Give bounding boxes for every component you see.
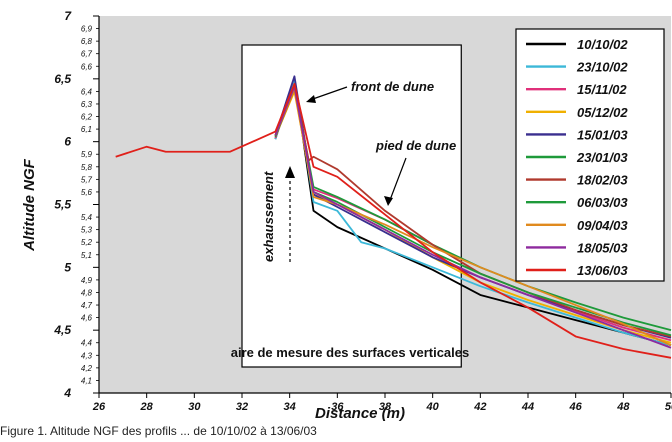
y-minor-tick-label: 5,3 bbox=[81, 226, 93, 235]
x-tick-label: 44 bbox=[521, 401, 534, 413]
box-label: aire de mesure des surfaces verticales bbox=[231, 345, 469, 360]
legend-label: 23/01/03 bbox=[576, 150, 628, 165]
exhaussement-label: exhaussement bbox=[261, 171, 276, 262]
front-arrow bbox=[309, 86, 348, 101]
y-tick-label: 7 bbox=[64, 9, 72, 23]
legend-label: 15/01/03 bbox=[577, 127, 628, 142]
y-minor-tick-label: 5,9 bbox=[81, 150, 93, 159]
y-tick-label: 4 bbox=[63, 386, 71, 400]
x-tick-label: 48 bbox=[616, 401, 630, 413]
x-tick-label: 42 bbox=[473, 401, 486, 413]
y-minor-tick-label: 6,9 bbox=[81, 25, 93, 34]
y-minor-tick-label: 5,8 bbox=[81, 163, 93, 172]
y-minor-tick-label: 6,4 bbox=[81, 87, 93, 96]
front-arrowhead bbox=[306, 95, 316, 103]
x-tick-label: 40 bbox=[426, 401, 440, 413]
y-minor-tick-label: 4,6 bbox=[81, 314, 93, 323]
series-line-18-05-03 bbox=[274, 85, 672, 349]
y-tick-label: 6 bbox=[64, 135, 71, 149]
series-line-13-06-03 bbox=[115, 82, 672, 359]
pied-label: pied de dune bbox=[375, 138, 456, 153]
pied-arrow bbox=[389, 157, 407, 201]
y-axis-title: Altitude NGF bbox=[21, 158, 38, 251]
y-minor-tick-label: 6,2 bbox=[81, 113, 93, 122]
x-axis-title: Distance (m) bbox=[315, 405, 405, 422]
y-tick-labels: 4 4,5 5 5,5 6 6,5 7 4,1 4,2 4,3 4,4 4,6 4,7 4,8 4,9 5,1… bbox=[53, 9, 99, 400]
legend-label: 18/05/03 bbox=[577, 240, 628, 255]
y-minor-tick-label: 5,2 bbox=[81, 238, 93, 247]
legend-label: 15/11/02 bbox=[577, 82, 627, 97]
y-minor-tick-label: 4,7 bbox=[81, 301, 93, 310]
y-minor-tick-label: 5,6 bbox=[81, 188, 93, 197]
legend-label: 13/06/03 bbox=[577, 263, 628, 278]
x-tick-label: 50 bbox=[665, 401, 672, 413]
y-minor-tick-label: 6,3 bbox=[81, 100, 93, 109]
measurement-area-box bbox=[241, 44, 462, 368]
legend-items: 10/10/02 23/10/02 15/11/02 05/12/02 15/01/03… bbox=[526, 37, 628, 278]
y-minor-tick-label: 4,4 bbox=[81, 339, 93, 348]
x-tick-label: 36 bbox=[331, 401, 344, 413]
x-tick-label: 30 bbox=[188, 401, 201, 413]
y-minor-tick-label: 4,1 bbox=[81, 376, 92, 385]
legend-label: 18/02/03 bbox=[577, 173, 628, 188]
x-tick-label: 26 bbox=[92, 401, 106, 413]
legend-label: 06/03/03 bbox=[577, 195, 628, 210]
exhaussement-arrowhead bbox=[285, 166, 295, 178]
y-minor-tick-label: 6,8 bbox=[81, 37, 93, 46]
x-tick-label: 34 bbox=[284, 401, 296, 413]
y-minor-tick-label: 4,2 bbox=[81, 364, 93, 373]
front-label: front de dune bbox=[351, 79, 434, 94]
legend-label: 23/10/02 bbox=[576, 60, 628, 75]
y-minor-tick-label: 6,6 bbox=[81, 62, 93, 71]
x-tick-label: 28 bbox=[140, 401, 154, 413]
y-minor-tick-label: 5,4 bbox=[81, 213, 93, 222]
y-minor-tick-label: 6,1 bbox=[81, 125, 92, 134]
y-tick-label: 6,5 bbox=[54, 72, 71, 86]
series-layer bbox=[115, 75, 672, 359]
legend-label: 09/04/03 bbox=[577, 218, 628, 233]
y-tick-label: 4,5 bbox=[53, 323, 71, 337]
x-tick-label: 46 bbox=[569, 401, 583, 413]
y-minor-tick-label: 5,7 bbox=[81, 175, 93, 184]
x-tick-labels: 26 28 30 32 34 36 38 40 42 44 46 48 50 bbox=[92, 393, 672, 413]
y-minor-tick-label: 4,8 bbox=[81, 288, 93, 297]
y-minor-tick-label: 5,1 bbox=[81, 251, 92, 260]
y-minor-tick-label: 4,3 bbox=[81, 351, 93, 360]
legend-box bbox=[515, 28, 665, 282]
pied-arrowhead bbox=[384, 196, 393, 206]
legend-label: 05/12/02 bbox=[577, 105, 628, 120]
figure-caption: Figure 1. Altitude NGF des profils ... d… bbox=[0, 424, 317, 438]
y-tick-label: 5 bbox=[64, 260, 71, 274]
x-tick-label: 32 bbox=[236, 401, 248, 413]
legend: 10/10/02 23/10/02 15/11/02 05/12/02 15/01/03… bbox=[515, 28, 665, 282]
x-tick-label: 38 bbox=[379, 401, 392, 413]
y-minor-tick-label: 6,7 bbox=[81, 50, 93, 59]
y-tick-label: 5,5 bbox=[54, 198, 71, 212]
y-minor-tick-label: 4,9 bbox=[81, 276, 93, 285]
legend-label: 10/10/02 bbox=[577, 37, 628, 52]
